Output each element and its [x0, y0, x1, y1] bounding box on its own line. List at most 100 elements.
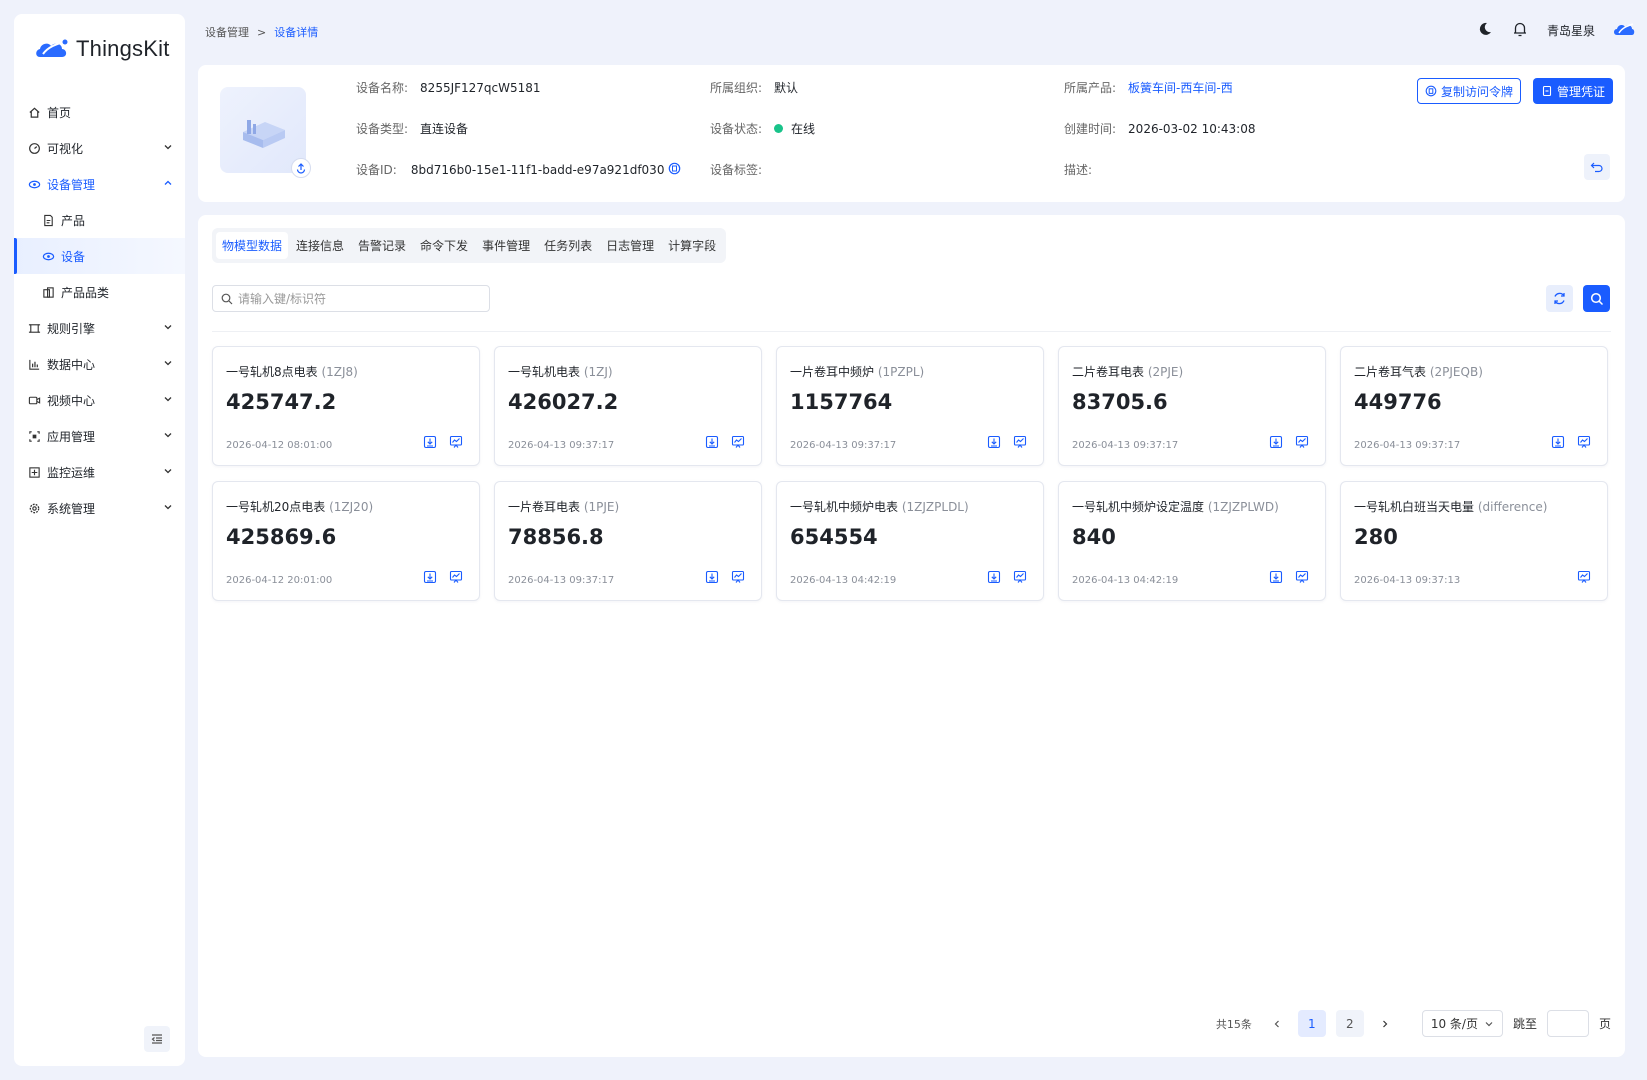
refresh-button[interactable]: [1546, 285, 1573, 312]
copy-token-icon: [1425, 85, 1437, 97]
chevron-down-icon: [164, 397, 172, 402]
upload-image-button[interactable]: [291, 158, 311, 178]
menu-item-product[interactable]: 产品: [14, 202, 185, 238]
menu-item-product-category[interactable]: 产品品类: [14, 274, 185, 310]
download-icon[interactable]: [1551, 435, 1565, 449]
device-image: [220, 87, 306, 173]
menu-label: 设备管理: [47, 177, 96, 192]
attribute-label: 一号轧机中频炉设定温度: [1072, 500, 1205, 514]
back-button[interactable]: [1584, 154, 1610, 180]
attribute-card: 一号轧机20点电表 (1ZJ20) 425869.6 2026-04-12 20:0…: [212, 481, 480, 601]
history-chart-icon[interactable]: [731, 570, 745, 584]
page-size-select[interactable]: 10 条/页: [1421, 1010, 1503, 1037]
download-icon[interactable]: [423, 435, 437, 449]
jump-label: 跳至: [1512, 1017, 1537, 1031]
page-number[interactable]: 1: [1297, 1010, 1326, 1037]
field-device-id: 设备ID: 8bd716b0-15e1-11f1-badd-e97a921df0…: [356, 161, 681, 178]
card-actions: [705, 435, 745, 449]
tab-log-management[interactable]: 日志管理: [606, 239, 655, 253]
system-settings-icon: [27, 501, 41, 515]
attribute-name: 二片卷耳电表 (2PJE): [1072, 363, 1183, 380]
main-panel: 物模型数据 连接信息 告警记录 命令下发 事件管理 任务列表 日志管理 计算字段…: [198, 215, 1625, 1057]
search-button[interactable]: [1583, 285, 1610, 312]
attribute-identifier: (1ZJ): [583, 365, 613, 379]
history-chart-icon[interactable]: [1577, 570, 1591, 584]
manage-credentials-button[interactable]: 管理凭证: [1533, 78, 1614, 104]
card-actions: [987, 570, 1027, 584]
download-icon[interactable]: [987, 570, 1001, 584]
menu-item-data-center[interactable]: 数据中心: [14, 346, 185, 382]
tab-event-management[interactable]: 事件管理: [482, 239, 531, 253]
menu-label: 产品品类: [61, 285, 110, 300]
menu-item-home[interactable]: 首页: [14, 94, 185, 130]
breadcrumb-parent[interactable]: 设备管理: [205, 26, 249, 39]
history-chart-icon[interactable]: [1013, 435, 1027, 449]
attribute-value: 425747.2: [226, 390, 337, 414]
attribute-card: 二片卷耳气表 (2PJEQB) 449776 2026-04-13 09:37:17: [1340, 346, 1608, 466]
field-status: 设备状态: 在线: [710, 120, 815, 137]
download-icon[interactable]: [423, 570, 437, 584]
prev-page-button[interactable]: [1266, 1012, 1288, 1036]
menu-label: 首页: [47, 105, 72, 120]
collapse-sidebar-button[interactable]: [144, 1026, 170, 1052]
download-icon[interactable]: [1269, 435, 1283, 449]
tab-thing-model-data[interactable]: 物模型数据: [216, 232, 289, 259]
download-icon[interactable]: [705, 435, 719, 449]
history-chart-icon[interactable]: [1577, 435, 1591, 449]
total-count: 共15条: [1215, 1017, 1252, 1031]
attribute-card: 一号轧机中频炉电表 (1ZJZPLDL) 654554 2026-04-13 04:…: [776, 481, 1044, 601]
tab-alarm-records[interactable]: 告警记录: [358, 239, 407, 253]
download-icon[interactable]: [987, 435, 1001, 449]
menu-item-visualization[interactable]: 可视化: [14, 130, 185, 166]
menu-item-rule-engine[interactable]: 规则引擎: [14, 310, 185, 346]
attribute-identifier: (2PJE): [1147, 365, 1184, 379]
menu-label: 产品: [61, 213, 86, 228]
download-icon[interactable]: [705, 570, 719, 584]
tab-connection-info[interactable]: 连接信息: [296, 239, 345, 253]
page-number[interactable]: 2: [1335, 1010, 1364, 1037]
tab-computed-fields[interactable]: 计算字段: [668, 239, 717, 253]
card-actions: [987, 435, 1027, 449]
page-size-value: 10 条/页: [1430, 1017, 1478, 1031]
tab-bar: 物模型数据 连接信息 告警记录 命令下发 事件管理 任务列表 日志管理 计算字段: [212, 228, 727, 263]
dark-mode-moon-icon[interactable]: [1477, 21, 1493, 40]
history-chart-icon[interactable]: [1295, 570, 1309, 584]
history-chart-icon[interactable]: [1013, 570, 1027, 584]
menu-item-video-center[interactable]: 视频中心: [14, 382, 185, 418]
menu-item-device-management[interactable]: 设备管理: [14, 166, 185, 202]
tab-command-dispatch[interactable]: 命令下发: [420, 239, 469, 253]
chevron-down-icon: [164, 433, 172, 438]
history-chart-icon[interactable]: [731, 435, 745, 449]
menu-item-device[interactable]: 设备: [14, 238, 185, 274]
product-link[interactable]: 板簧车间-西车间-西: [1128, 81, 1233, 95]
copy-access-token-button[interactable]: 复制访问令牌: [1417, 78, 1522, 104]
logo[interactable]: ThingsKit: [34, 36, 170, 62]
menu-item-app-management[interactable]: 应用管理: [14, 418, 185, 454]
next-page-button[interactable]: [1374, 1012, 1396, 1036]
copy-icon[interactable]: [668, 162, 681, 178]
history-chart-icon[interactable]: [449, 435, 463, 449]
search-input[interactable]: [238, 291, 478, 306]
home-icon: [27, 105, 41, 119]
attribute-value: 425869.6: [226, 525, 337, 549]
device-id-value: 8bd716b0-15e1-11f1-badd-e97a921df030: [410, 162, 665, 177]
history-chart-icon[interactable]: [1295, 435, 1309, 449]
field-device-name: 设备名称: 8255JF127qcW5181: [356, 79, 541, 96]
menu-label: 应用管理: [47, 429, 96, 444]
download-icon[interactable]: [1269, 570, 1283, 584]
menu-item-system[interactable]: 系统管理: [14, 490, 185, 526]
label: 设备ID:: [356, 163, 397, 177]
history-chart-icon[interactable]: [449, 570, 463, 584]
label: 设备标签:: [710, 163, 763, 177]
notification-bell-icon[interactable]: [1511, 20, 1529, 41]
search-box: [212, 285, 490, 312]
jump-page-input[interactable]: [1546, 1010, 1589, 1037]
upload-icon: [296, 163, 306, 174]
user-avatar-cloud-icon[interactable]: [1613, 21, 1635, 40]
menu-item-monitoring[interactable]: 监控运维: [14, 454, 185, 490]
user-name[interactable]: 青岛星泉: [1546, 24, 1595, 38]
tab-task-list[interactable]: 任务列表: [544, 239, 593, 253]
status-value: 在线: [774, 120, 815, 137]
attribute-value: 1157764: [790, 390, 893, 414]
attribute-label: 一号轧机8点电表: [226, 365, 318, 379]
